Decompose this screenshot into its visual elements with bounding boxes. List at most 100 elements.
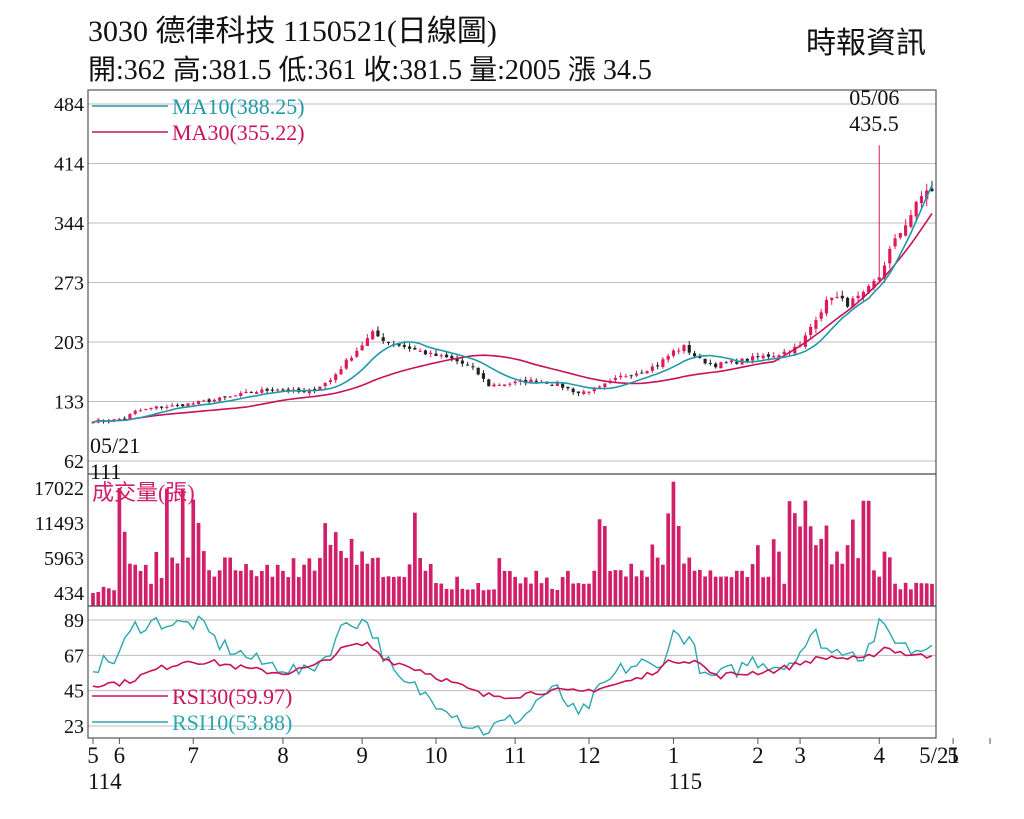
volume-bar	[328, 544, 333, 606]
candle-body	[592, 387, 596, 392]
candle-body	[313, 388, 317, 391]
candle-body	[165, 406, 169, 408]
volume-bar	[143, 564, 148, 606]
candle-body	[677, 350, 681, 352]
candle-body	[154, 406, 158, 409]
volume-bar	[676, 525, 681, 606]
chart-labels: 48441434427320313362MA10(388.25)MA30(355…	[34, 85, 960, 794]
candle-body	[819, 312, 823, 319]
grid-lines	[88, 103, 936, 727]
candle-body	[323, 382, 327, 387]
candle-body	[714, 363, 718, 368]
volume-bar	[360, 551, 364, 606]
candle-body	[708, 362, 712, 364]
volume-bar	[729, 577, 734, 606]
volume-bar	[745, 577, 750, 606]
volume-bar	[629, 563, 634, 606]
candle-body	[487, 379, 491, 387]
price-tick-label: 414	[54, 154, 84, 176]
candle-body	[645, 371, 649, 374]
volume-bar	[550, 588, 554, 606]
candle-body	[212, 399, 216, 402]
volume-bar	[112, 590, 116, 606]
volume-bar	[439, 583, 444, 606]
candle-body	[893, 238, 897, 247]
volume-bar	[924, 583, 929, 606]
volume-bar	[128, 563, 132, 606]
volume-bar	[391, 577, 396, 606]
candle-body	[724, 362, 728, 364]
candle-body	[888, 248, 892, 264]
volume-bar	[544, 577, 549, 606]
candle-body	[687, 345, 691, 353]
volume-bar	[402, 577, 407, 606]
volume-bar	[624, 576, 628, 606]
candle-body	[550, 384, 554, 386]
candle-body	[466, 364, 470, 366]
candle-body	[349, 358, 354, 361]
volume-bar	[381, 577, 386, 606]
volume-bar	[254, 576, 259, 606]
volume-bar	[217, 570, 222, 606]
x-sublabel: 114	[88, 769, 122, 794]
candle-body	[634, 373, 639, 376]
candle-body	[919, 196, 924, 204]
volume-bar	[286, 577, 291, 606]
candle-body	[745, 358, 749, 361]
volume-bar	[893, 583, 897, 606]
volume-bar	[476, 583, 481, 606]
volume-bar	[518, 583, 523, 606]
candle-body	[803, 335, 807, 347]
volume-bar	[407, 564, 412, 606]
volume-bar	[149, 583, 153, 606]
volume-bar	[302, 564, 306, 606]
volume-bar	[228, 557, 233, 606]
volume-bar	[471, 589, 475, 606]
volume-bar	[249, 570, 254, 606]
candle-body	[719, 362, 723, 369]
candle-body	[244, 391, 248, 394]
candle-body	[123, 418, 127, 420]
volume-label: 成交量(張)	[92, 480, 195, 505]
rsi-lines	[92, 615, 933, 736]
price-legend-entry: MA30(355.22)	[172, 120, 305, 145]
volume-bar	[845, 545, 850, 606]
volume-bar	[508, 571, 512, 606]
candle-body	[202, 400, 206, 402]
panel-frame	[87, 605, 937, 739]
candle-body	[355, 350, 359, 357]
candle-body	[809, 326, 813, 336]
candle-body	[381, 337, 385, 341]
volume-bar	[866, 500, 871, 606]
volume-bar	[650, 544, 655, 606]
moving-average-lines	[92, 185, 933, 423]
candle-body	[640, 372, 644, 374]
volume-bar	[661, 564, 665, 606]
candle-body	[186, 403, 190, 408]
x-tick-label: 5	[947, 743, 959, 768]
candle-body	[766, 354, 771, 357]
volume-bar	[455, 576, 459, 606]
candle-body	[276, 389, 280, 391]
candle-body	[756, 356, 760, 358]
candle-body	[571, 388, 575, 393]
volume-bar	[618, 570, 623, 606]
candle-body	[682, 345, 686, 352]
volume-bar	[835, 551, 839, 606]
candle-body	[597, 386, 602, 388]
x-tick-label: 6	[114, 743, 126, 768]
volume-bar	[697, 569, 702, 606]
volume-bar	[529, 583, 533, 606]
volume-bar	[492, 589, 496, 606]
volume-bar	[708, 570, 713, 606]
candle-body	[455, 358, 459, 362]
candle-body	[840, 295, 844, 299]
price-tick-label: 133	[54, 392, 84, 414]
volume-bar	[486, 589, 491, 606]
volume-bar	[502, 571, 507, 606]
volume-bar	[312, 570, 317, 606]
candle-body	[661, 359, 665, 368]
volume-bar	[566, 570, 570, 606]
candle-body	[566, 386, 570, 389]
candle-body	[824, 299, 829, 314]
